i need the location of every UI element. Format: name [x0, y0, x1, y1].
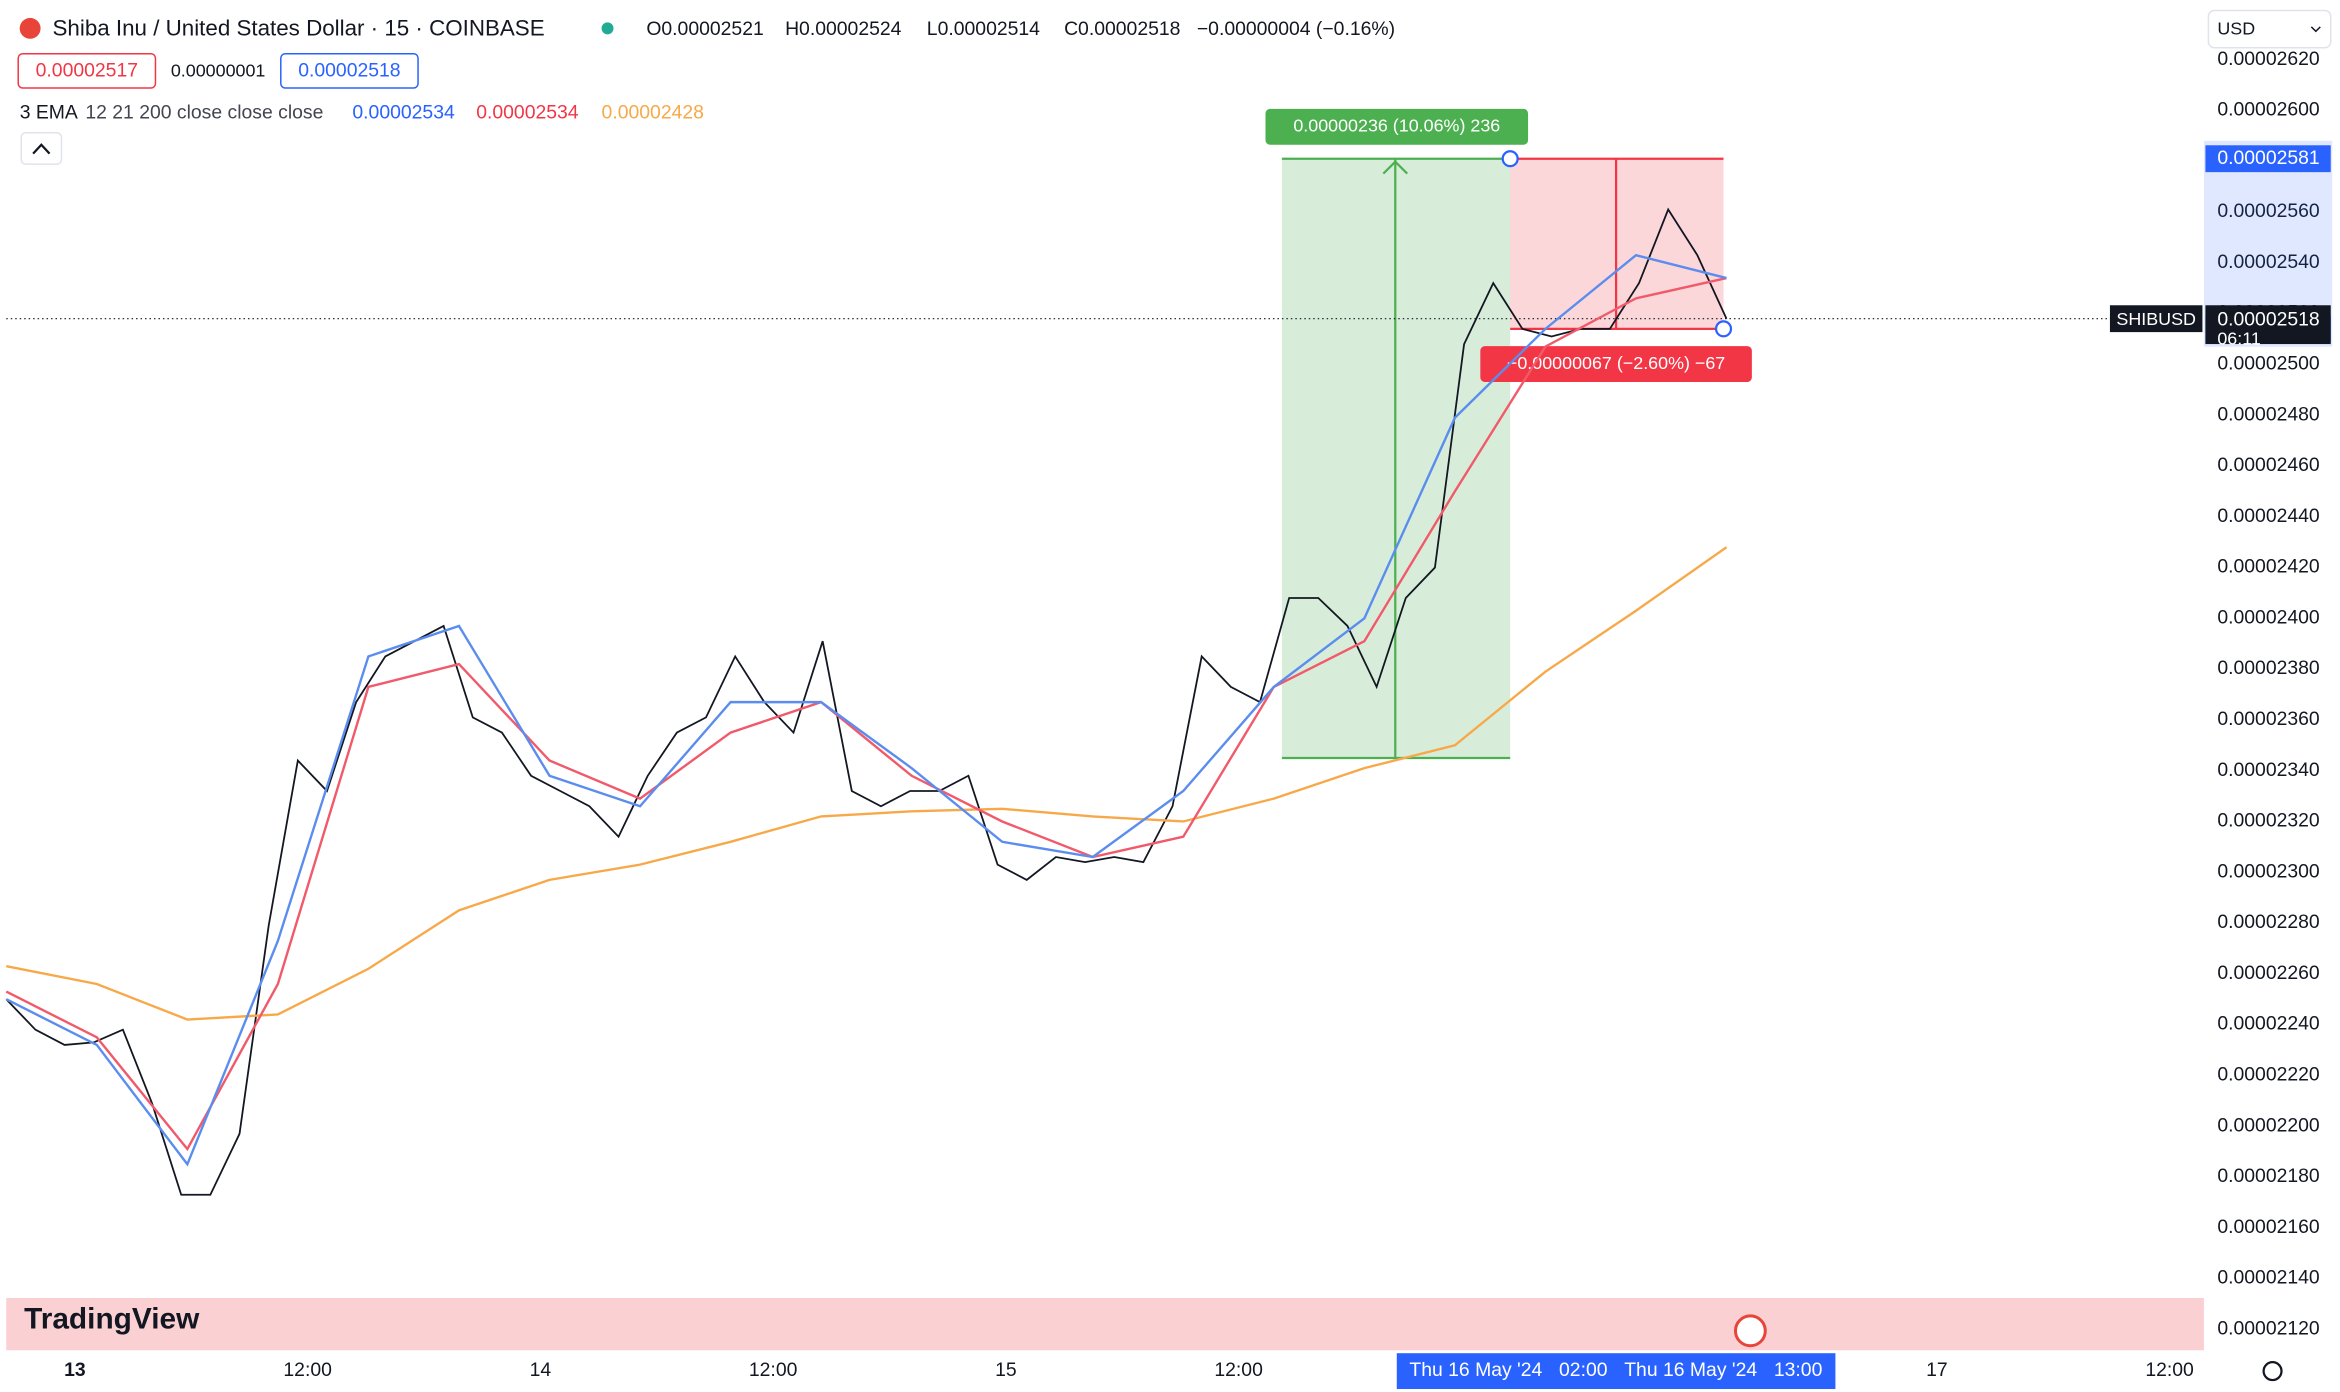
ohlc-value: L0.00002514: [927, 18, 1040, 40]
symbol-tag-label: SHIBUSD: [2116, 309, 2196, 329]
y-tick-label: 0.00002360: [2217, 708, 2320, 730]
x-tick-label: 15: [995, 1359, 1017, 1381]
indicator-name[interactable]: 3 EMA: [20, 102, 78, 124]
y-tick-label: 0.00002320: [2217, 810, 2320, 832]
ema200-value: 0.00002428: [602, 102, 704, 124]
y-tick-label: 0.00002400: [2217, 606, 2320, 628]
y-tick-label: 0.00002160: [2217, 1216, 2320, 1238]
y-tick-label: 0.00002140: [2217, 1267, 2320, 1289]
y-tick-label: 0.00002180: [2217, 1165, 2320, 1187]
measure-arrowhead: [1382, 160, 1409, 175]
series-line: [5, 207, 1728, 1196]
x-tick-label: 12:00: [1214, 1359, 1263, 1381]
y-tick-label: 0.00002240: [2217, 1013, 2320, 1035]
countdown: 06:11: [2217, 328, 2260, 348]
y-tick-label: 0.00002420: [2217, 556, 2320, 578]
series-line: [5, 253, 1727, 1167]
buy-button[interactable]: [280, 52, 419, 89]
measure-label: 0.00000236 (10.06%) 236: [1293, 116, 1500, 136]
x-tick-label: 12:00: [749, 1359, 798, 1381]
brand-logo: TradingView: [24, 1302, 200, 1335]
collapse-button[interactable]: [20, 132, 63, 165]
bid-price[interactable]: 0.00002517: [36, 60, 138, 82]
time-range-label: 02:00: [1559, 1359, 1608, 1381]
session-bar: [6, 1298, 2204, 1351]
last-price-label: 0.00002518: [2217, 308, 2319, 330]
ohlc-value: H0.00002524: [785, 18, 902, 40]
ask-price[interactable]: 0.00002518: [298, 60, 400, 82]
settings-icon[interactable]: [2262, 1361, 2283, 1382]
status-dot: [601, 22, 614, 35]
y-tick-label: 0.00002440: [2217, 505, 2320, 527]
last-price-tag: [2205, 305, 2331, 345]
x-tick-label: 12:00: [283, 1359, 332, 1381]
y-tick-label: 0.00002500: [2217, 353, 2320, 375]
event-icon[interactable]: [1733, 1314, 1767, 1348]
measure-label-box: [1265, 108, 1529, 145]
series-line: [5, 276, 1727, 1152]
y-tick-label: 0.00002620: [2217, 48, 2320, 70]
price-tag: [2205, 145, 2331, 173]
y-tick-label: 0.00002480: [2217, 403, 2320, 425]
symbol-title[interactable]: Shiba Inu / United States Dollar · 15 · …: [53, 16, 545, 41]
symbol-icon: [19, 17, 41, 39]
ema12-value: 0.00002534: [352, 102, 455, 124]
handle: [1501, 150, 1519, 168]
x-tick-label: 17: [1926, 1359, 1948, 1381]
y-tick-label: 0.00002600: [2217, 99, 2320, 121]
y-tick-label: 0.00002540: [2217, 251, 2320, 273]
time-range-label: 13:00: [1774, 1359, 1823, 1381]
price-tag-label: 0.00002581: [2217, 147, 2319, 169]
y-tick-label: 0.00002380: [2217, 657, 2320, 679]
y-tick-label: 0.00002120: [2217, 1317, 2320, 1339]
y-tick-label: 0.00002340: [2217, 759, 2320, 781]
y-tick-label: 0.00002280: [2217, 911, 2320, 933]
position-label: −0.00000067 (−2.60%) −67: [1507, 353, 1725, 373]
y-tick-label: 0.00002460: [2217, 454, 2320, 476]
symbol-tag: [2109, 305, 2203, 333]
y-tick-label: 0.00002300: [2217, 860, 2320, 882]
y-tick-label: 0.00002560: [2217, 200, 2320, 222]
price-axis: [2203, 0, 2340, 1351]
ohlc-value: −0.00000004 (−0.16%): [1197, 18, 1395, 40]
series-line: [6, 546, 1728, 1021]
y-tick-label: 0.00002220: [2217, 1064, 2320, 1086]
currency-select[interactable]: [2207, 9, 2332, 49]
x-tick-label: 14: [530, 1359, 552, 1381]
currency[interactable]: USD: [2217, 19, 2255, 39]
time-range-label: Thu 16 May '24: [1624, 1359, 1757, 1381]
time-range-label: Thu 16 May '24: [1409, 1359, 1542, 1381]
ohlc-value: C0.00002518: [1064, 18, 1180, 40]
time-range: [1396, 1353, 1836, 1390]
spread: 0.00000001: [171, 60, 266, 80]
ohlc-value: O0.00002521: [646, 18, 763, 40]
dropdown-icon: [2310, 26, 2321, 33]
y-tick-label: 0.00002260: [2217, 962, 2320, 984]
y-tick-label: 0.00002200: [2217, 1114, 2320, 1136]
collapse-icon: [32, 143, 51, 155]
position-label-box: [1480, 346, 1752, 382]
x-tick-label: 13: [64, 1359, 86, 1381]
ema21-value: 0.00002534: [476, 102, 579, 124]
sell-button[interactable]: [17, 52, 157, 89]
x-tick-label: 12:00: [2145, 1359, 2194, 1381]
handle: [1714, 320, 1733, 338]
indicator-params: 12 21 200 close close close: [85, 102, 323, 124]
